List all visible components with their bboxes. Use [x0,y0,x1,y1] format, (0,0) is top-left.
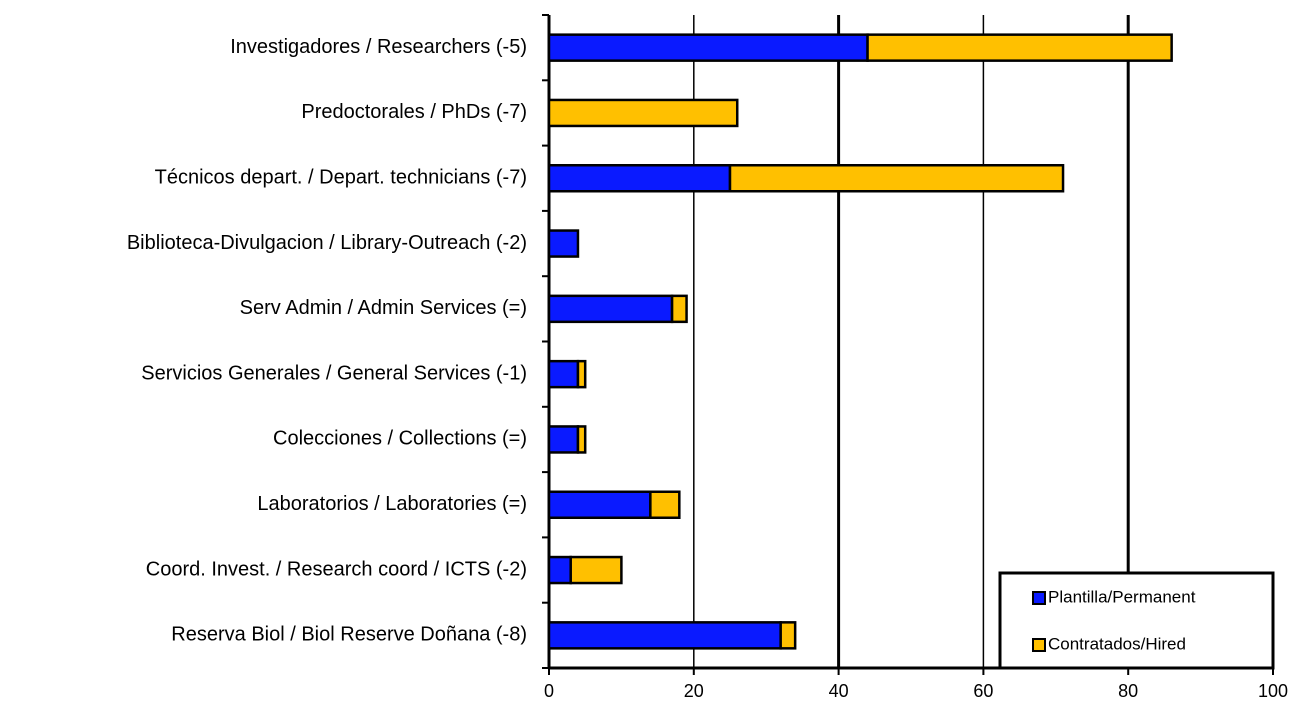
legend-label: Plantilla/Permanent [1048,587,1196,606]
bar [576,425,587,454]
y-tick-label: Coord. Invest. / Research coord / ICTS (… [146,558,527,580]
y-tick-label: Servicios Generales / General Services (… [141,362,527,384]
y-tick-label: Técnicos depart. / Depart. technicians (… [155,167,527,189]
bar [569,555,623,585]
bar [547,98,739,128]
bar [547,229,580,258]
y-tick-label: Biblioteca-Divulgacion / Library-Outreac… [127,232,527,254]
bar [547,33,869,62]
bar [866,33,1173,62]
legend-swatch [1032,591,1046,605]
y-tick-label: Predoctorales / PhDs (-7) [301,101,527,123]
bar [547,359,580,389]
x-tick-label: 40 [829,681,849,701]
bar [670,294,688,324]
y-tick-label: Investigadores / Researchers (-5) [230,36,527,58]
legend-swatch [1032,638,1046,652]
x-tick-label: 80 [1118,681,1138,701]
legend-label: Contratados/Hired [1048,634,1186,653]
bar [547,621,782,650]
bar [728,164,1065,193]
y-tick-label: Laboratorios / Laboratories (=) [257,493,527,515]
bar [779,621,797,650]
y-tick-label: Reserva Biol / Biol Reserve Doñana (-8) [171,624,527,646]
y-tick-label: Colecciones / Collections (=) [273,428,527,450]
x-tick-label: 100 [1258,681,1288,701]
x-tick-label: 0 [544,681,554,701]
bar [547,164,732,193]
bar [576,359,587,389]
bar [547,555,572,585]
y-tick-label: Serv Admin / Admin Services (=) [240,297,527,319]
bar [547,425,580,454]
legend-box [998,571,1275,670]
bar [547,294,674,324]
bar [547,490,652,519]
bar [649,490,681,519]
x-tick-label: 20 [684,681,704,701]
x-tick-label: 60 [973,681,993,701]
